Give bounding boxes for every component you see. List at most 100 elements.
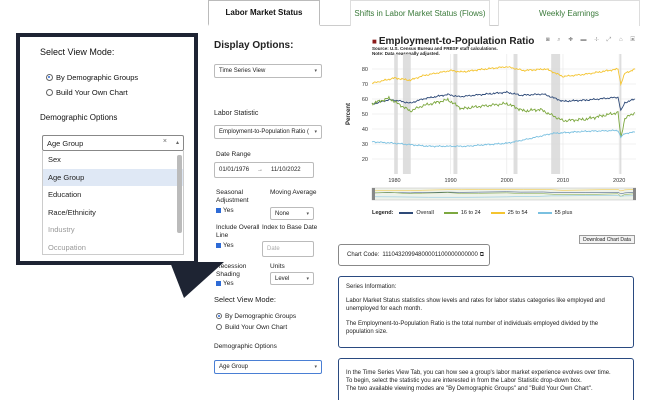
chart-note-line: Note: Data seasonally adjusted. (372, 51, 440, 56)
view-mode-build-label: Build Your Own Chart (225, 324, 288, 331)
dropdown-item[interactable]: Industry (48, 225, 75, 235)
checkbox-checked-icon (216, 207, 221, 213)
tab-labor-market-status[interactable]: Labor Market Status (208, 0, 320, 26)
zoom-demographic-radio[interactable]: By Demographic Groups (46, 73, 138, 82)
arrow-right-icon: → (257, 167, 264, 173)
chart-title-text: Employment-to-Population Ratio (378, 36, 535, 47)
chart-toolbar-icons[interactable]: ◙ ⌕ ✚ ▬ ✢ ⤢ ⌂ ▣ (546, 37, 638, 43)
legend-swatch-25-54 (490, 212, 505, 214)
chevron-down-icon: ▾ (306, 211, 309, 217)
chevron-down-icon: ▾ (314, 129, 317, 135)
chevron-down-icon: ▾ (314, 68, 317, 74)
range-slider-series (371, 195, 635, 198)
copy-icon[interactable]: ⧉ (479, 251, 485, 258)
range-handle-left[interactable] (372, 188, 375, 200)
time-series-help-box: In the Time Series View Tab, you can how… (338, 358, 634, 400)
chart-code-value[interactable]: 11104320994800001100000000000 (382, 252, 478, 258)
x-tick-label: 1980 (388, 178, 400, 184)
callout-pointer (170, 262, 224, 298)
clear-icon[interactable]: × (162, 138, 167, 145)
dropdown-item[interactable]: Race/Ethnicity (48, 207, 96, 217)
y-tick-label: 30 (362, 142, 368, 148)
help-paragraph: In the Time Series View Tab, you can how… (346, 370, 611, 376)
legend-item-25-54[interactable]: 25 to 54 (507, 210, 528, 216)
legend-swatch-overall (399, 212, 414, 214)
chart-plot[interactable]: 20 30 40 50 60 70 80 1980 1990 2000 2010 2020 Percen… (336, 54, 636, 220)
overall-line-checkbox[interactable]: Yes (216, 242, 234, 249)
index-date-input[interactable]: Date (262, 241, 314, 257)
series-line-4[interactable] (371, 129, 635, 148)
x-tick-label: 2000 (501, 178, 513, 184)
chart-title: ■ Employment-to-Population Ratio (372, 36, 534, 47)
dropdown-item[interactable]: Occupation (48, 242, 86, 252)
legend-item-16-24[interactable]: 16 to 24 (460, 210, 481, 216)
chart-source-line: Source: U.S. Census Bureau and FRBSF sta… (372, 46, 498, 51)
date-range-input[interactable]: 01/01/1976 → 11/10/2022 (214, 162, 314, 178)
seasonal-checkbox[interactable]: Yes (216, 207, 234, 214)
tab-bar: Labor Market Status Shifts in Labor Mark… (208, 0, 640, 26)
chevron-up-icon[interactable]: ▴ (175, 140, 179, 146)
zoom-view-mode-title: Select View Mode: (40, 47, 115, 57)
download-chart-data-button[interactable]: Download Chart Data (579, 235, 635, 244)
y-tick-label: 40 (362, 127, 368, 133)
tab-shifts-flows[interactable]: Shifts in Labor Market Status (Flows) (350, 0, 490, 26)
y-tick-label: 70 (362, 82, 368, 88)
range-slider-series (371, 192, 635, 197)
recession-shading-value: Yes (223, 280, 234, 287)
recession-band (453, 54, 458, 174)
x-tick-label: 1990 (445, 178, 457, 184)
dropdown-item[interactable]: Sex (48, 155, 61, 165)
y-tick-label: 80 (362, 67, 368, 73)
radio-unselected-icon (216, 324, 222, 331)
y-tick-label: 20 (362, 157, 368, 163)
recession-band (513, 54, 518, 174)
series-line-1[interactable] (371, 90, 636, 112)
view-mode-build-radio[interactable]: Build Your Own Chart (216, 324, 287, 331)
moving-average-select[interactable]: None ▾ (270, 207, 314, 220)
zoom-dropdown-list: Sex Age Group Education Race/Ethnicity Indus… (42, 151, 184, 255)
y-tick-label: 50 (362, 112, 368, 118)
overall-line-label: Include Overall Line (216, 224, 260, 239)
moving-average-value: None (275, 210, 290, 217)
legend-item-55-plus[interactable]: 55 plus (554, 210, 573, 216)
tab-weekly-earnings[interactable]: Weekly Earnings (498, 0, 640, 26)
series-line-2[interactable] (371, 95, 636, 138)
legend-label: Legend: (372, 210, 394, 216)
help-paragraph: To begin, select the statistic you are i… (346, 378, 582, 384)
recession-band (551, 54, 561, 174)
seasonal-value: Yes (223, 207, 234, 214)
labor-statistic-label: Labor Statistic (214, 110, 259, 117)
view-mode-demographic-radio[interactable]: By Demographic Groups (216, 313, 296, 320)
chart-source: Source: U.S. Census Bureau and FRBSF sta… (372, 46, 498, 56)
chart-toolbar[interactable]: ◙ ⌕ ✚ ▬ ✢ ⤢ ⌂ ▣ (546, 37, 638, 44)
chart-bullet-icon: ■ (372, 37, 377, 46)
zoom-demographic-select[interactable]: Age Group × ▴ (42, 135, 184, 151)
date-range-label: Date Range (216, 151, 251, 158)
view-select[interactable]: Time Series View ▾ (214, 64, 322, 78)
date-end-field[interactable]: 11/10/2022 (271, 167, 301, 173)
demographic-options-label: Demographic Options (214, 343, 277, 350)
labor-statistic-select[interactable]: Employment-to-Population Ratio (▾ (214, 125, 322, 139)
units-select[interactable]: Level ▾ (270, 272, 314, 285)
series-line-3[interactable] (371, 66, 635, 87)
scrollbar-thumb[interactable] (177, 155, 182, 233)
radio-selected-icon (216, 313, 222, 320)
zoom-build-radio[interactable]: Build Your Own Chart (46, 88, 128, 97)
chevron-down-icon: ▾ (306, 276, 309, 282)
dropdown-item[interactable]: Education (48, 190, 82, 200)
seasonal-label: Seasonal Adjustment (216, 189, 249, 204)
chevron-down-icon: ▾ (314, 364, 317, 370)
view-select-value: Time Series View (219, 68, 266, 74)
demographic-select[interactable]: Age Group ▾ (214, 360, 322, 374)
series-info-box: Series Information: Labor Market Status … (338, 276, 634, 348)
recession-band (394, 54, 398, 174)
dropdown-item[interactable]: Age Group (43, 168, 183, 186)
recession-shading-label: Recession Shading (216, 263, 247, 278)
range-handle-right[interactable] (633, 188, 636, 200)
zoom-select-value: Age Group (47, 138, 84, 148)
date-start-field[interactable]: 01/01/1976 (219, 167, 250, 173)
legend-item-overall[interactable]: Overall (416, 210, 434, 216)
moving-average-label: Moving Average (270, 189, 317, 196)
range-slider-series (371, 189, 635, 192)
y-tick-label: 60 (362, 97, 368, 103)
